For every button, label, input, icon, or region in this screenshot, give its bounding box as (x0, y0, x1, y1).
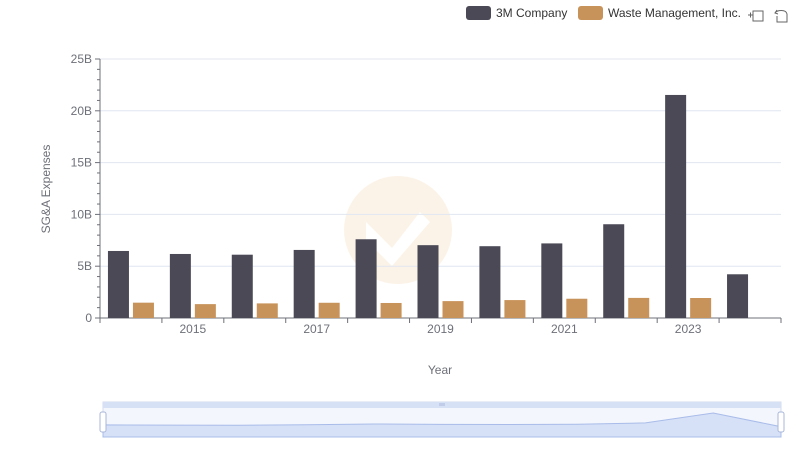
x-tick-label: 2017 (303, 322, 330, 336)
bar-wm-2021[interactable] (566, 298, 588, 318)
bar-3m-2023[interactable] (665, 94, 687, 318)
x-axis: 2015 2017 2019 2021 2023 (99, 317, 782, 336)
bars (107, 94, 749, 318)
bar-wm-2022[interactable] (628, 297, 650, 318)
slider-handle-right[interactable] (777, 411, 785, 433)
bar-3m-2021[interactable] (541, 243, 563, 318)
slider-grip-icon[interactable] (439, 403, 445, 406)
bar-3m-2016[interactable] (231, 254, 253, 318)
zoom-reset-icon[interactable] (774, 9, 788, 23)
y-axis: 0 5B 10B 15B 20B 25B (71, 52, 101, 325)
y-axis-title: SG&A Expenses (39, 145, 53, 234)
bar-3m-2017[interactable] (293, 249, 315, 318)
bar-3m-2014[interactable] (107, 250, 129, 318)
y-tick-label: 0 (85, 311, 92, 325)
bar-wm-2023[interactable] (690, 298, 712, 318)
bar-wm-2015[interactable] (194, 304, 216, 318)
bar-3m-2024[interactable] (727, 274, 749, 318)
bar-3m-2015[interactable] (169, 253, 191, 318)
bar-wm-2020[interactable] (504, 300, 526, 318)
legend: 3M Company Waste Management, Inc. (466, 6, 741, 20)
y-tick-label: 25B (71, 52, 92, 66)
y-tick-label: 10B (71, 207, 92, 221)
y-tick-label: 20B (71, 104, 92, 118)
slider-preview-area (102, 412, 782, 438)
zoom-select-icon[interactable] (748, 10, 764, 22)
x-tick-label: 2023 (675, 322, 702, 336)
bar-wm-2014[interactable] (132, 302, 154, 318)
bar-3m-2018[interactable] (355, 239, 377, 318)
y-tick-label: 15B (71, 156, 92, 170)
legend-swatch-wm[interactable] (578, 6, 603, 20)
data-zoom-slider[interactable] (99, 401, 785, 438)
legend-swatch-3m[interactable] (466, 6, 491, 20)
x-tick-label: 2021 (551, 322, 578, 336)
bar-3m-2019[interactable] (417, 245, 439, 318)
bar-wm-2018[interactable] (380, 302, 402, 318)
y-tick-label: 5B (77, 259, 92, 273)
x-tick-label: 2015 (180, 322, 207, 336)
legend-label-3m[interactable]: 3M Company (496, 6, 567, 20)
bar-wm-2016[interactable] (256, 303, 278, 318)
slider-handle-left[interactable] (99, 411, 107, 433)
bar-wm-2017[interactable] (318, 302, 340, 318)
x-axis-title: Year (428, 363, 452, 377)
bar-3m-2022[interactable] (603, 224, 625, 318)
legend-label-wm[interactable]: Waste Management, Inc. (608, 6, 741, 20)
x-tick-label: 2019 (427, 322, 454, 336)
bar-3m-2020[interactable] (479, 246, 501, 318)
bar-wm-2019[interactable] (442, 301, 464, 318)
